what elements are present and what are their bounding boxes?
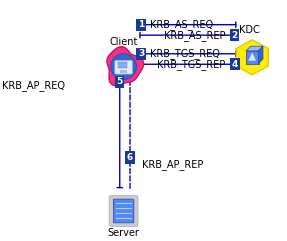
Text: KRB_AP_REQ: KRB_AP_REQ	[2, 80, 65, 91]
Text: KRB_TGS_REP: KRB_TGS_REP	[158, 59, 226, 70]
Text: 1: 1	[138, 20, 144, 29]
Text: Server: Server	[108, 228, 139, 238]
Text: 6: 6	[127, 153, 133, 162]
Text: KRB_AS_REP: KRB_AS_REP	[164, 30, 226, 40]
FancyBboxPatch shape	[109, 196, 138, 226]
Text: 4: 4	[232, 60, 238, 69]
Text: 3: 3	[138, 49, 144, 58]
Polygon shape	[236, 40, 268, 75]
Polygon shape	[248, 53, 256, 61]
Text: KDC: KDC	[239, 25, 260, 35]
Text: KRB_AP_REP: KRB_AP_REP	[141, 159, 203, 170]
FancyBboxPatch shape	[120, 70, 127, 73]
FancyBboxPatch shape	[113, 199, 134, 223]
Polygon shape	[107, 47, 144, 86]
Text: 2: 2	[232, 31, 238, 40]
Text: KRB_AS_REQ: KRB_AS_REQ	[150, 19, 213, 30]
FancyBboxPatch shape	[115, 60, 132, 74]
Text: Client: Client	[109, 37, 138, 47]
FancyBboxPatch shape	[118, 62, 127, 68]
Polygon shape	[246, 46, 263, 51]
Polygon shape	[258, 46, 263, 64]
Polygon shape	[111, 54, 136, 79]
Text: 5: 5	[117, 77, 123, 86]
FancyBboxPatch shape	[246, 51, 259, 64]
Text: KRB_TGS_REQ: KRB_TGS_REQ	[150, 48, 220, 59]
